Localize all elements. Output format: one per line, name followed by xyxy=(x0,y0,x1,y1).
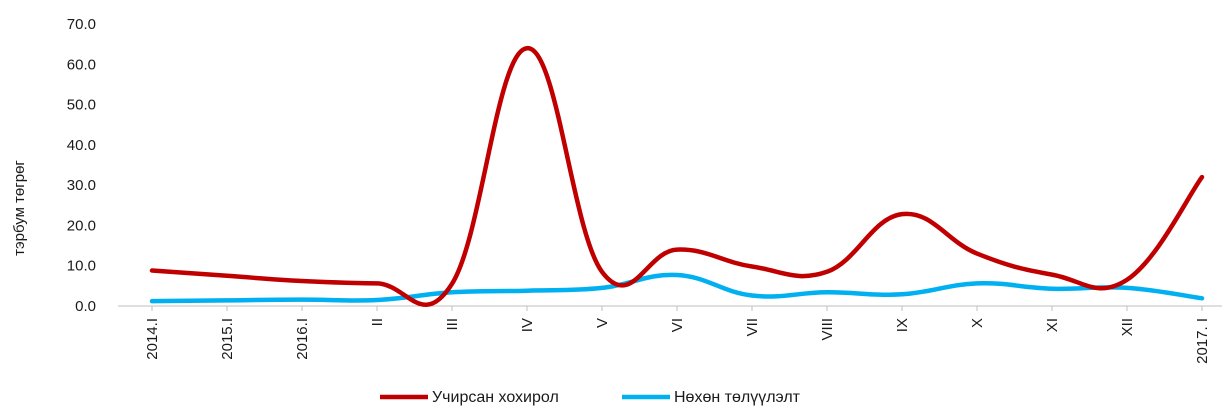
y-tick-label: 0.0 xyxy=(75,298,96,315)
x-tick-label: II xyxy=(369,318,386,326)
y-axis-ticks: 0.0 10.0 20.0 30.0 40.0 50.0 60.0 70.0 xyxy=(67,16,96,315)
x-tick-label: XII xyxy=(1119,318,1136,336)
x-tick-label: 2016.I xyxy=(294,318,311,360)
y-tick-label: 30.0 xyxy=(67,177,96,194)
y-axis-label: тэрбум төгрөг xyxy=(11,160,28,256)
series-line-uchirsan-khokhirol xyxy=(149,45,1205,307)
x-tick-label: 2015.I xyxy=(219,318,236,360)
x-tick-label: VIII xyxy=(819,318,836,341)
y-tick-label: 40.0 xyxy=(67,137,96,154)
y-tick-label: 10.0 xyxy=(67,258,96,275)
x-tick-label: 2014.I xyxy=(144,318,161,360)
y-tick-label: 60.0 xyxy=(67,56,96,73)
series-line-nokhon-toluulelt xyxy=(149,272,1205,304)
legend: Учирсан хохирол Нөхөн төлүүлэлт xyxy=(380,389,801,406)
x-tick-label: X xyxy=(969,318,986,328)
x-tick-label: V xyxy=(594,318,611,328)
x-tick-label: XI xyxy=(1044,318,1061,332)
y-tick-label: 20.0 xyxy=(67,217,96,234)
x-tick-label: IV xyxy=(519,318,536,332)
x-tick-label: III xyxy=(444,318,461,331)
x-axis-ticks: 2014.I 2015.I 2016.I II III IV V VI VII VIII IX X XI… xyxy=(144,306,1211,364)
legend-label: Нөхөн төлүүлэлт xyxy=(674,389,801,406)
x-tick-label: VII xyxy=(744,318,761,336)
x-tick-label: IX xyxy=(894,318,911,332)
y-tick-label: 70.0 xyxy=(67,16,96,33)
series-group xyxy=(149,45,1205,307)
y-axis-label-group: тэрбум төгрөг xyxy=(11,160,28,256)
y-tick-label: 50.0 xyxy=(67,97,96,114)
legend-label: Учирсан хохирол xyxy=(432,389,559,406)
x-tick-label: 2017. I xyxy=(1194,318,1211,364)
x-tick-label: VI xyxy=(669,318,686,332)
